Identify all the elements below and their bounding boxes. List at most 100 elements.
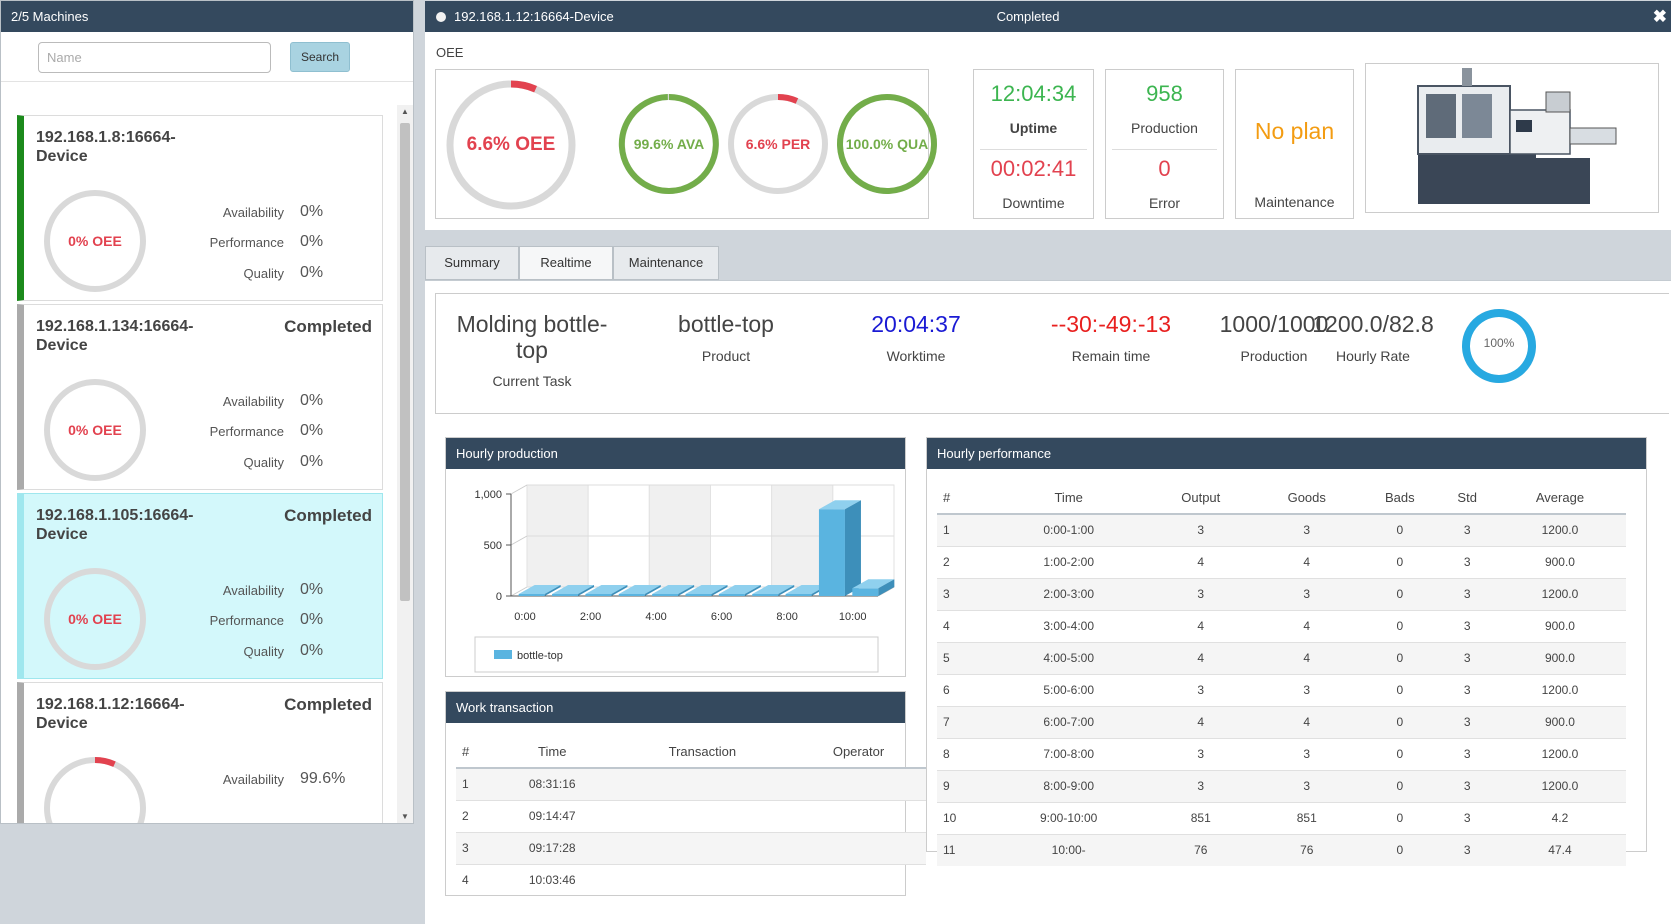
availability-label: Availability bbox=[222, 772, 284, 787]
uptime-label: Uptime bbox=[1009, 120, 1058, 136]
table-cell: 8 bbox=[937, 737, 991, 770]
bar bbox=[852, 588, 879, 596]
hourly-production-chart: 0 500 1,000 0:00 2:00 4:00 6:00 8:00 10:00 bottle… bbox=[474, 484, 895, 673]
work-transaction-title: Work transaction bbox=[446, 692, 905, 723]
product-label: Product bbox=[701, 348, 751, 364]
table-cell: 0 bbox=[1359, 609, 1441, 642]
bar-side bbox=[711, 585, 728, 596]
transaction-row: 4 10:03:46 bbox=[456, 863, 926, 896]
machine-list[interactable]: 192.168.1.8:16664-Device 0% OEE Availabi… bbox=[1, 105, 397, 823]
device-panel: 192.168.1.12:16664-Device Completed ✖ OE… bbox=[425, 0, 1671, 924]
name-search-input[interactable] bbox=[38, 42, 271, 73]
machine-card[interactable]: 192.168.1.8:16664-Device 0% OEE Availabi… bbox=[17, 115, 383, 301]
table-cell: 0:00-1:00 bbox=[990, 513, 1148, 546]
bar-top bbox=[652, 585, 695, 594]
scroll-down-icon[interactable]: ▼ bbox=[401, 812, 409, 821]
table-cell: 3 bbox=[1147, 513, 1255, 546]
table-cell: 11 bbox=[937, 833, 991, 866]
bar bbox=[518, 594, 545, 596]
tab-maintenance[interactable]: Maintenance bbox=[613, 246, 719, 280]
bar-top bbox=[718, 585, 761, 594]
performance-row: 6 5:00-6:00 3 3 0 3 1200.0 bbox=[937, 673, 1626, 706]
table-cell: 3 bbox=[1440, 705, 1494, 738]
tab-realtime[interactable]: Realtime bbox=[519, 246, 613, 280]
column-header: Transaction bbox=[613, 736, 792, 769]
quality-value: 0% bbox=[300, 642, 324, 659]
table-cell: 4 bbox=[1254, 609, 1360, 642]
table-cell: 9 bbox=[937, 769, 991, 802]
performance-row: 5 4:00-5:00 4 4 0 3 900.0 bbox=[937, 641, 1626, 674]
machine-card[interactable]: 192.168.1.134:16664-Device Completed 0% … bbox=[17, 304, 383, 490]
table-cell: 4 bbox=[1147, 641, 1255, 674]
table-cell: 7 bbox=[937, 705, 991, 738]
scroll-up-icon[interactable]: ▲ bbox=[401, 107, 409, 116]
machine-oee-gauge bbox=[44, 190, 146, 292]
x-tick-label: 8:00 bbox=[776, 611, 797, 623]
table-cell: 900.0 bbox=[1493, 545, 1626, 578]
divider bbox=[980, 149, 1087, 150]
bar-top bbox=[618, 585, 661, 594]
availability-value: 0% bbox=[300, 392, 324, 409]
machine-oee-label: 0% OEE bbox=[68, 422, 122, 438]
bar bbox=[752, 594, 779, 596]
table-cell: 9:00-10:00 bbox=[990, 801, 1148, 834]
production-value: 958 bbox=[1146, 81, 1183, 106]
quality-label: Quality bbox=[243, 455, 284, 470]
table-cell: 3 bbox=[1440, 833, 1494, 866]
table-cell: 3 bbox=[1440, 545, 1494, 578]
table-cell bbox=[613, 799, 792, 832]
bar bbox=[818, 509, 845, 596]
hourly-production-title: Hourly production bbox=[446, 438, 905, 469]
machine-card[interactable]: 192.168.1.12:16664-Device Completed Avai… bbox=[17, 682, 383, 823]
oee-gauges-box: 6.6% OEE 99.6% AVA 6.6% PER 100.0% QUA bbox=[435, 69, 937, 219]
table-cell: 8:00-9:00 bbox=[990, 769, 1148, 802]
table-cell: 851 bbox=[1147, 801, 1255, 834]
oee-section-label: OEE bbox=[436, 45, 464, 60]
hourly-performance-widget: Hourly performance # Time Output Goods Bads S… bbox=[926, 437, 1647, 866]
availability-value: 0% bbox=[300, 581, 324, 598]
availability-label: Availability bbox=[222, 205, 284, 220]
bar-side bbox=[844, 500, 861, 596]
machine-card-selected[interactable]: 192.168.1.105:16664-Device Completed 0% … bbox=[17, 493, 383, 679]
divider bbox=[1112, 149, 1217, 150]
table-cell bbox=[613, 863, 792, 896]
oee-gauge-label: 6.6% OEE bbox=[466, 134, 556, 155]
machine-status: Completed bbox=[284, 506, 372, 525]
machine-oee-gauge bbox=[44, 757, 146, 823]
machine-list-scrollbar[interactable]: ▲ ▼ bbox=[397, 105, 413, 823]
bar-side bbox=[644, 585, 661, 596]
device-header: 192.168.1.12:16664-Device Completed ✖ bbox=[425, 1, 1671, 32]
column-header: Std bbox=[1440, 482, 1494, 515]
table-cell: 09:14:47 bbox=[490, 799, 614, 832]
table-cell: 2 bbox=[456, 799, 491, 832]
column-header: Time bbox=[490, 736, 614, 769]
column-header: Average bbox=[1493, 482, 1626, 515]
maintenance-label: Maintenance bbox=[1254, 194, 1335, 210]
table-cell: 0 bbox=[1359, 737, 1441, 770]
table-cell: 3 bbox=[1254, 769, 1360, 802]
table-cell bbox=[791, 831, 926, 864]
table-cell: 3 bbox=[456, 831, 491, 864]
y-tick-label: 0 bbox=[496, 591, 502, 603]
performance-label: Performance bbox=[209, 424, 284, 439]
table-cell: 3 bbox=[937, 577, 991, 610]
performance-label: Performance bbox=[209, 235, 284, 250]
table-cell: 3 bbox=[1440, 513, 1494, 546]
table-cell: 900.0 bbox=[1493, 609, 1626, 642]
hourly-rate-label: Hourly Rate bbox=[1336, 348, 1410, 364]
device-status: Completed bbox=[996, 9, 1060, 24]
y-tick-label: 1,000 bbox=[474, 489, 502, 501]
table-cell: 3:00-4:00 bbox=[990, 609, 1148, 642]
table-cell: 4:00-5:00 bbox=[990, 641, 1148, 674]
worktime-label: Worktime bbox=[886, 348, 946, 364]
work-transaction-table: # Time Transaction Operator 1 08:31:16 2 09:14… bbox=[456, 736, 926, 896]
search-button[interactable]: Search bbox=[290, 42, 350, 72]
table-cell: 7:00-8:00 bbox=[990, 737, 1148, 770]
close-icon[interactable]: ✖ bbox=[1652, 7, 1667, 26]
table-cell: 4 bbox=[1147, 545, 1255, 578]
gridline bbox=[510, 535, 528, 546]
scroll-thumb[interactable] bbox=[400, 123, 410, 601]
tab-summary[interactable]: Summary bbox=[425, 246, 519, 280]
ava-gauge bbox=[618, 94, 719, 194]
table-cell: 3 bbox=[1440, 609, 1494, 642]
